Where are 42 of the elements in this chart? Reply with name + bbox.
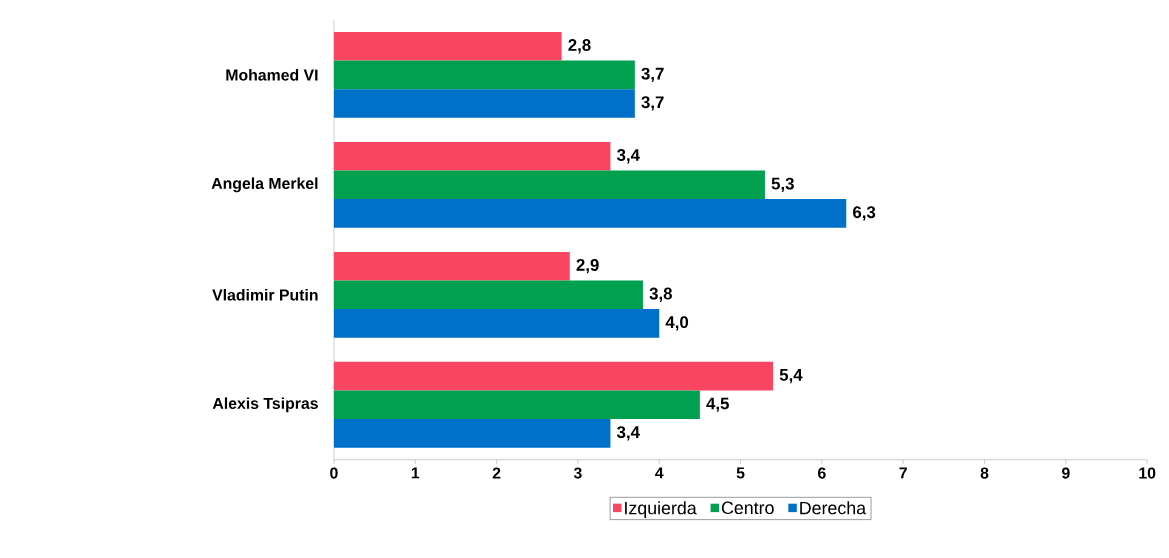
data-label: 6,3 [853,206,876,221]
x-tick-label: 10 [1139,467,1156,479]
x-tick-label: 4 [655,467,664,479]
data-label: 3,4 [616,149,640,164]
x-tick-label: 0 [330,467,338,479]
legend-label: Izquierda [625,501,697,518]
bar [333,251,570,281]
data-label: 2,8 [568,39,591,54]
bar [333,419,611,448]
y-tick-label: Vladimir Putin [212,288,318,301]
bar [333,31,562,61]
bar [333,361,774,391]
bar [333,60,635,90]
y-tick-label: Angela Merkel [211,177,318,193]
data-label: 4,5 [706,397,729,412]
x-tick-label: 5 [736,467,745,479]
legend-label: Centro [721,501,774,515]
bar [333,280,643,310]
data-label: 5,4 [779,369,803,384]
bar [333,199,847,228]
data-label: 2,9 [576,259,599,274]
x-tick-label: 6 [818,467,826,479]
data-label: 3,4 [616,426,640,441]
bar [333,390,700,420]
x-tick-label: 9 [1061,467,1070,479]
x-tick-label: 8 [980,467,989,479]
data-label: 4,0 [665,316,689,331]
bar [333,141,611,171]
data-label: 5,3 [771,177,794,192]
legend-label: Derecha [800,501,867,515]
bar [333,89,635,118]
data-label: 3,8 [649,287,672,302]
x-tick-label: 2 [492,467,501,479]
y-tick-label: Alexis Tsipras [212,397,318,413]
bar [333,170,765,200]
x-tick-label: 3 [573,467,582,479]
bar [333,309,660,338]
x-tick-label: 1 [411,467,420,479]
x-tick-label: 7 [899,467,907,479]
data-label: 3,7 [641,96,664,111]
y-tick-label: Mohamed VI [226,69,318,81]
data-label: 3,7 [641,67,664,83]
